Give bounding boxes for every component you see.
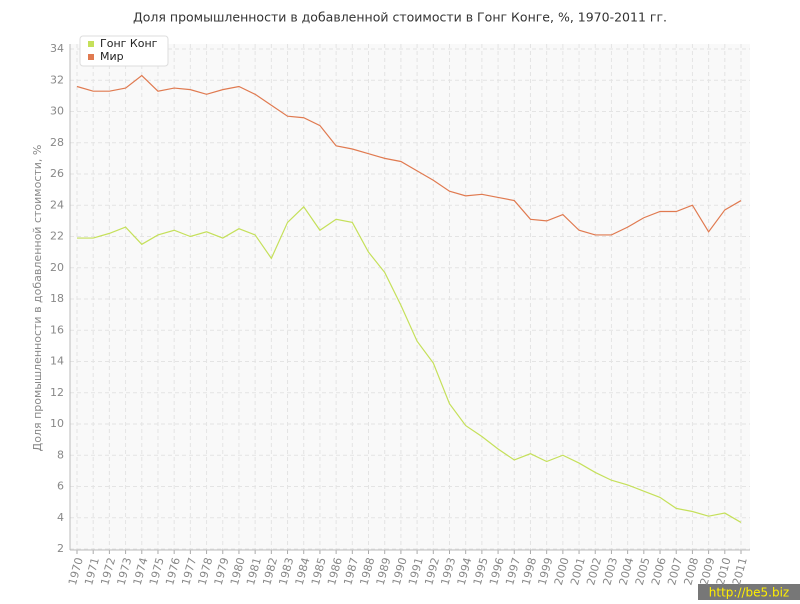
y-tick-label: 24 [50,198,64,211]
legend-box [79,35,169,67]
series-line [76,74,742,236]
legend-swatch [88,54,94,60]
y-tick-label: 28 [50,136,64,149]
y-tick-label: 34 [50,42,64,55]
watermark: http://be5.biz [709,586,789,600]
y-tick-label: 6 [57,480,64,493]
legend-label: Гонг Конг [100,37,158,50]
y-tick-label: 20 [50,261,64,274]
y-tick-label: 2 [57,542,64,555]
legend-swatch [88,41,94,47]
y-tick-label: 12 [50,386,64,399]
chart-title: Доля промышленности в добавленной стоимо… [133,10,667,25]
series-line [77,205,742,523]
y-tick-label: 18 [50,292,64,305]
y-tick-label: 8 [57,448,64,461]
watermark-bg [698,584,800,600]
legend-label: Мир [100,50,124,63]
y-tick-label: 10 [50,417,64,430]
y-tick-label: 30 [50,105,64,118]
y-tick-label: 14 [50,355,64,368]
y-tick-label: 22 [50,230,64,243]
y-tick-label: 32 [50,73,64,86]
plot-area [70,44,750,550]
y-axis-label: Доля промышленности в добавленной стоимо… [31,145,44,452]
y-tick-label: 16 [50,323,64,336]
y-tick-label: 26 [50,167,64,180]
y-tick-label: 4 [57,511,64,524]
